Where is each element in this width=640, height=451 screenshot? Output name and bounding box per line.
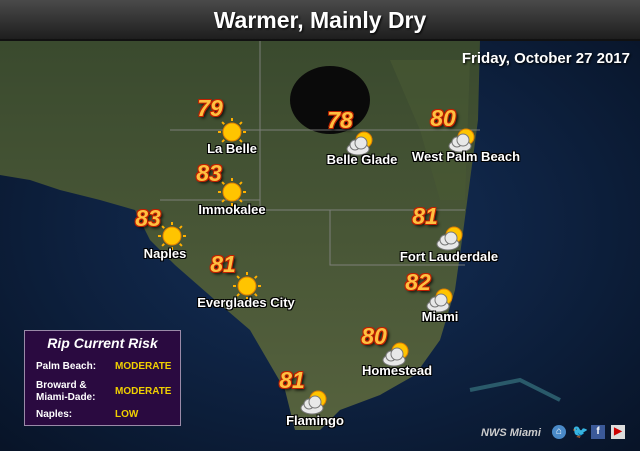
temperature-label: 79 [197, 95, 223, 121]
rip-label: Broward & Miami-Dade: [36, 380, 96, 403]
city-label: Flamingo [286, 413, 344, 428]
sunny-icon [218, 118, 246, 146]
partly-cloudy-icon [426, 288, 453, 313]
forecast-date: Friday, October 27 2017 [461, 50, 630, 67]
rip-value: MODERATE [115, 386, 172, 397]
temperature-label: 78 [327, 107, 353, 133]
facebook-icon[interactable]: f [591, 425, 605, 439]
lake-okeechobee [290, 66, 370, 134]
home-icon[interactable]: ⌂ [552, 425, 566, 439]
city-label: Homestead [361, 363, 433, 378]
temperature-label: 81 [279, 367, 305, 393]
rip-label: Naples: [36, 409, 73, 420]
city-label: La Belle [207, 141, 257, 156]
partly-cloudy-icon [346, 131, 373, 156]
partly-cloudy-icon [436, 226, 463, 251]
city-label: West Palm Beach [411, 149, 521, 164]
rip-label: Palm Beach: [36, 361, 97, 372]
temperature-label: 82 [405, 269, 431, 295]
city-label: Immokalee [198, 202, 266, 217]
sunny-icon [218, 178, 246, 206]
youtube-icon[interactable]: ▶ [611, 425, 625, 439]
sunny-icon [233, 272, 261, 300]
sunny-icon [158, 222, 186, 250]
city-label: Belle Glade [326, 152, 398, 167]
nws-credit: NWS Miami [481, 427, 541, 439]
temperature-label: 80 [361, 323, 387, 349]
rip-current-title: Rip Current Risk [47, 335, 158, 351]
temperature-label: 81 [412, 203, 438, 229]
rip-value: LOW [115, 409, 139, 420]
partly-cloudy-icon [382, 342, 409, 367]
temperature-label: 80 [430, 105, 456, 131]
twitter-icon[interactable]: 🐦 [572, 424, 589, 439]
temperature-label: 81 [210, 251, 236, 277]
city-label: Everglades City [197, 295, 295, 310]
temperature-label: 83 [135, 205, 161, 231]
partly-cloudy-icon [448, 128, 475, 153]
rip-value: MODERATE [115, 361, 172, 372]
city-label: Fort Lauderdale [399, 249, 499, 264]
temperature-label: 83 [196, 160, 222, 186]
city-label: Miami [421, 309, 459, 324]
city-label: Naples [143, 246, 187, 261]
rip-current-panel: Rip Current Risk Palm Beach: MODERATE Br… [24, 330, 181, 426]
page-title: Warmer, Mainly Dry [0, 0, 640, 41]
partly-cloudy-icon [300, 390, 327, 415]
